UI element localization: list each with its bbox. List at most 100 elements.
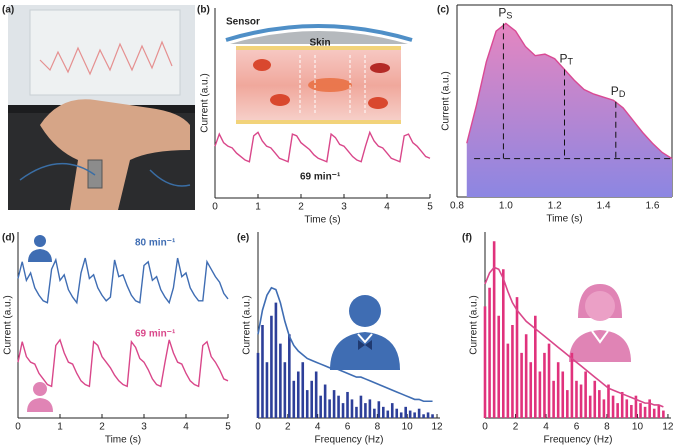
blood-cell: [253, 59, 271, 71]
icon-head: [33, 382, 47, 396]
blood-cell: [370, 63, 390, 73]
x-axis-title: Time (s): [304, 215, 340, 226]
icon-bowtie: [358, 340, 372, 350]
pressure-arrows: [299, 55, 366, 115]
y-axis-title: Current (a.u.): [200, 73, 211, 132]
sensor-label: Sensor: [226, 17, 260, 28]
marker-letter: P: [560, 52, 568, 66]
icon-body: [330, 332, 400, 370]
area: [466, 23, 672, 198]
line: [17, 257, 229, 305]
marker-subscript: S: [506, 11, 512, 21]
marker-label: PT: [560, 52, 574, 67]
x-tick-label: 0: [212, 202, 218, 213]
panel-label: (c): [437, 5, 449, 16]
x-axis-title: Time (s): [105, 435, 141, 446]
panel-label: (d): [2, 233, 15, 244]
icon-head: [349, 295, 381, 327]
male-icon-small: [28, 235, 52, 262]
y-axis-title: Current (a.u.): [242, 295, 253, 354]
arm: [40, 99, 190, 210]
x-tick-label: 5: [427, 202, 433, 213]
line: [214, 130, 431, 163]
panel-label: (e): [237, 233, 249, 244]
x-tick-label: 8: [375, 422, 381, 433]
x-tick-label: 1.0: [499, 201, 513, 212]
x-tick-label: 12: [431, 422, 443, 433]
x-axis-title: Time (s): [546, 214, 582, 225]
marker-label: PS: [498, 6, 512, 21]
x-tick-label: 2: [285, 422, 291, 433]
x-tick-label: 1.2: [548, 201, 562, 212]
x-tick-label: 1: [57, 422, 63, 433]
x-tick-label: 8: [604, 422, 610, 433]
panel-label: (f): [462, 233, 472, 244]
icon-collar: [591, 330, 609, 344]
sensor-patch: [87, 159, 103, 189]
x-tick-label: 3: [341, 202, 347, 213]
marker-subscript: T: [568, 57, 574, 67]
icon-head: [34, 235, 46, 247]
x-tick-label: 2: [513, 422, 519, 433]
skin-layer: [230, 31, 408, 44]
icon-body: [27, 398, 53, 412]
x-tick-label: 10: [632, 422, 644, 433]
x-tick-label: 12: [662, 422, 674, 433]
cables: [19, 163, 191, 187]
sensor-illustration: Sensor Skin: [225, 17, 413, 124]
x-tick-label: 2: [99, 422, 105, 433]
line: [466, 22, 673, 160]
x-tick-label: 0: [482, 422, 488, 433]
x-tick-label: 1.6: [646, 201, 660, 212]
x-tick-label: 3: [141, 422, 147, 433]
x-axis-title: Frequency (Hz): [544, 435, 613, 446]
marker-letter: P: [611, 84, 619, 98]
blood-cell: [368, 97, 388, 109]
screen-plot: [29, 9, 181, 96]
envelope: [484, 266, 664, 408]
icon-body: [28, 249, 52, 262]
x-tick-label: 4: [183, 422, 189, 433]
icon-head: [585, 291, 615, 321]
x-tick-label: 4: [543, 422, 549, 433]
x-tick-label: 2: [298, 202, 304, 213]
panel-label: (a): [2, 5, 14, 16]
female-icon-small: [27, 382, 53, 412]
series-label: 80 min⁻¹: [135, 238, 176, 249]
line: [17, 338, 229, 388]
x-tick-label: 10: [402, 422, 414, 433]
x-tick-label: 5: [225, 422, 231, 433]
blood-cell: [270, 94, 290, 106]
y-axis-title: Current (a.u.): [469, 295, 480, 354]
marker-subscript: D: [619, 89, 626, 99]
x-tick-label: 6: [345, 422, 351, 433]
annotation: 69 min⁻¹: [300, 172, 341, 183]
screen-trace: [39, 40, 173, 76]
male-icon: [330, 295, 400, 370]
panel-label: (b): [197, 5, 210, 16]
x-tick-label: 4: [315, 422, 321, 433]
x-tick-label: 0.8: [450, 201, 464, 212]
x-tick-label: 0: [15, 422, 21, 433]
icon-body: [569, 330, 631, 362]
photo: (a): [2, 5, 195, 210]
y-axis-title: Current (a.u.): [3, 295, 14, 354]
x-tick-label: 6: [574, 422, 580, 433]
marker-letter: P: [498, 6, 506, 20]
tissue-edge: [236, 120, 401, 124]
envelope: [257, 286, 433, 403]
series-label: 69 min⁻¹: [135, 329, 176, 340]
x-tick-label: 4: [384, 202, 390, 213]
blood-cell: [308, 78, 352, 92]
skin-label: Skin: [309, 38, 330, 49]
marker-label: PD: [611, 84, 626, 99]
x-tick-label: 1.4: [597, 201, 611, 212]
x-tick-label: 0: [255, 422, 261, 433]
tissue-edge: [236, 46, 401, 50]
female-icon: [569, 284, 631, 362]
sensor-film: [225, 24, 413, 42]
icon-collar: [357, 333, 373, 344]
x-axis-title: Frequency (Hz): [315, 435, 384, 446]
x-tick-label: 1: [255, 202, 261, 213]
